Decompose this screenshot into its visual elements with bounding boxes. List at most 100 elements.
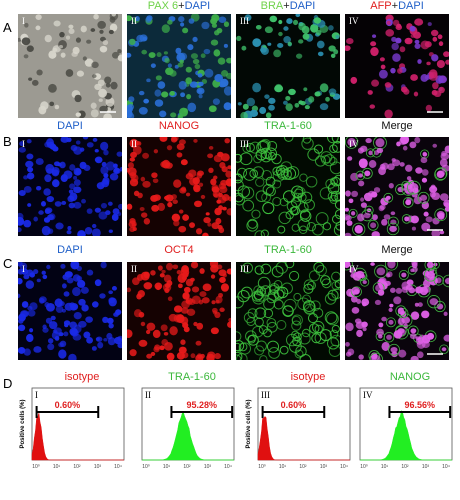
cell	[58, 342, 64, 348]
cell	[252, 166, 265, 178]
cell	[182, 292, 190, 300]
micrograph	[18, 262, 122, 360]
cell	[36, 69, 43, 76]
cell	[390, 287, 396, 293]
plot-title: isotype	[65, 371, 100, 383]
cell	[317, 51, 324, 57]
cell	[26, 333, 34, 343]
cell	[49, 143, 56, 150]
cell	[247, 308, 258, 319]
cell	[183, 326, 190, 333]
cell	[41, 225, 51, 236]
cell	[197, 73, 203, 78]
cell	[170, 112, 177, 118]
cell	[90, 109, 99, 118]
cell	[303, 283, 314, 294]
cell	[316, 40, 325, 49]
cell	[213, 49, 221, 57]
cell	[90, 102, 97, 109]
cell	[178, 16, 185, 23]
cell	[161, 339, 169, 346]
cell	[252, 292, 265, 305]
cell	[76, 70, 85, 77]
cell	[203, 48, 211, 55]
cell	[200, 53, 206, 59]
cell	[420, 74, 429, 82]
cell	[416, 351, 424, 359]
cell	[191, 295, 201, 305]
cell	[378, 322, 384, 328]
cell	[145, 329, 151, 335]
cell	[171, 137, 179, 142]
cell	[112, 163, 118, 169]
cell	[171, 213, 181, 222]
cell	[82, 56, 87, 61]
cell	[252, 38, 262, 47]
cell	[365, 148, 376, 158]
cell	[86, 142, 94, 148]
cell	[159, 137, 168, 142]
cell	[157, 202, 166, 212]
cell	[171, 194, 177, 200]
cell	[86, 269, 94, 276]
cell	[141, 49, 148, 55]
micrograph	[345, 262, 449, 360]
cell	[91, 346, 97, 351]
cell	[138, 90, 145, 96]
cell	[271, 153, 282, 165]
cell	[380, 197, 389, 206]
x-tick-label: 10²	[183, 464, 191, 470]
cell	[156, 52, 162, 58]
cell	[331, 324, 340, 334]
cell	[427, 22, 432, 26]
cell	[164, 57, 170, 64]
cell	[100, 262, 107, 269]
cell	[91, 301, 99, 308]
cell	[155, 285, 161, 291]
channel-label: BRA+DAPI	[261, 0, 316, 12]
cell	[277, 225, 286, 234]
cell	[111, 51, 120, 59]
micrograph	[18, 14, 122, 118]
cell	[273, 280, 283, 289]
cell	[360, 277, 370, 287]
cell	[282, 305, 294, 317]
cell	[325, 96, 330, 102]
cell	[154, 99, 164, 107]
cell	[334, 280, 340, 289]
cell	[215, 299, 220, 304]
cell	[417, 191, 430, 204]
cell	[26, 172, 35, 180]
micrograph	[345, 14, 449, 118]
cell	[409, 333, 417, 340]
cell	[188, 18, 195, 24]
cell	[228, 317, 231, 323]
cell	[97, 341, 104, 349]
cell	[192, 177, 200, 185]
cell	[320, 275, 331, 286]
cell	[362, 280, 367, 285]
cell	[420, 40, 430, 50]
cell	[421, 310, 430, 319]
cell	[423, 279, 431, 288]
cell	[302, 137, 312, 144]
cell	[219, 276, 226, 284]
cell	[236, 153, 243, 163]
cell	[189, 81, 198, 88]
cell	[255, 149, 267, 161]
cell	[358, 158, 368, 169]
cell	[432, 143, 438, 148]
x-tick-label: 10³	[320, 464, 328, 470]
cell	[303, 279, 315, 291]
cell	[245, 142, 255, 153]
cell	[176, 143, 185, 151]
cell	[224, 138, 230, 144]
cell	[65, 35, 71, 40]
cell	[311, 320, 325, 334]
cell	[413, 31, 421, 39]
cell	[431, 89, 438, 96]
cell	[315, 264, 327, 277]
cell	[186, 308, 196, 316]
plot-numeral: III	[261, 390, 270, 400]
cell	[346, 38, 354, 45]
